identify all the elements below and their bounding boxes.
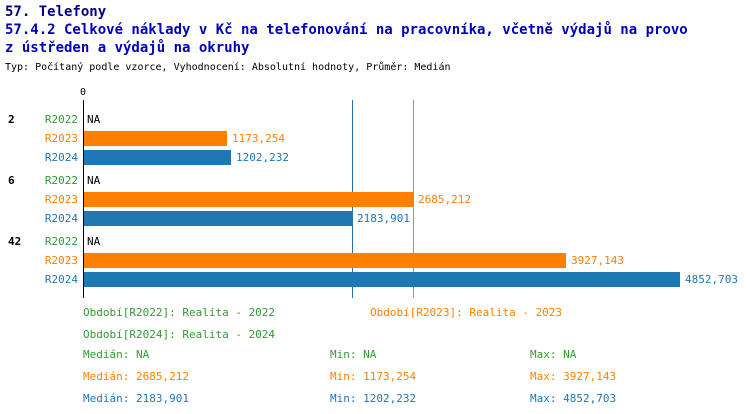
- value-axis-line: [83, 100, 84, 298]
- indicator-title-line-2: z ústředen a výdajů na okruhy: [5, 40, 250, 56]
- stat-min-r2023: Min: 1173,254: [330, 370, 417, 383]
- value-label-na: NA: [87, 235, 101, 248]
- group-label: 2: [8, 113, 15, 126]
- legend-item-r2023: Období[R2023]: Realita - 2023: [370, 306, 563, 319]
- series-label-r2022: R2022: [44, 174, 78, 187]
- stat-median-r2024: Medián: 2183,901: [83, 392, 189, 405]
- legend-item-r2022: Období[R2022]: Realita - 2022: [83, 306, 276, 319]
- series-label-r2024: R2024: [44, 212, 78, 225]
- series-label-r2024: R2024: [44, 151, 78, 164]
- series-label-r2022: R2022: [44, 113, 78, 126]
- series-label-r2022: R2022: [44, 235, 78, 248]
- value-label: 1173,254: [232, 132, 285, 145]
- legend-item-r2024: Období[R2024]: Realita - 2024: [83, 328, 276, 341]
- stat-min-r2022: Min: NA: [330, 348, 377, 361]
- value-label-na: NA: [87, 174, 101, 187]
- series-label-r2023: R2023: [44, 132, 78, 145]
- series-label-r2023: R2023: [44, 193, 78, 206]
- value-label: 2183,901: [357, 212, 410, 225]
- bar-r2023: [84, 253, 566, 268]
- stat-max-r2022: Max: NA: [530, 348, 577, 361]
- page-title: 57. Telefony: [5, 4, 107, 20]
- indicator-title-line-1: 57.4.2 Celkové náklady v Kč na telefonov…: [5, 22, 688, 38]
- axis-zero-label: 0: [79, 87, 87, 98]
- stat-median-r2023: Medián: 2685,212: [83, 370, 189, 383]
- bar-r2023: [84, 131, 227, 146]
- stat-min-r2024: Min: 1202,232: [330, 392, 417, 405]
- group-label: 6: [8, 174, 15, 187]
- value-label-na: NA: [87, 113, 101, 126]
- bar-r2023: [84, 192, 413, 207]
- value-label: 2685,212: [418, 193, 471, 206]
- stat-max-r2024: Max: 4852,703: [530, 392, 617, 405]
- value-label: 4852,703: [685, 273, 738, 286]
- stat-median-r2022: Medián: NA: [83, 348, 150, 361]
- bar-r2024: [84, 211, 352, 226]
- bar-r2024: [84, 272, 680, 287]
- series-label-r2024: R2024: [44, 273, 78, 286]
- bar-r2024: [84, 150, 231, 165]
- value-label: 1202,232: [236, 151, 289, 164]
- group-label: 42: [8, 235, 22, 248]
- value-label: 3927,143: [571, 254, 624, 267]
- chart-parameters: Typ: Počítaný podle vzorce, Vyhodnocení:…: [5, 62, 451, 73]
- series-label-r2023: R2023: [44, 254, 78, 267]
- stat-max-r2023: Max: 3927,143: [530, 370, 617, 383]
- median-line-r2023: [413, 100, 414, 298]
